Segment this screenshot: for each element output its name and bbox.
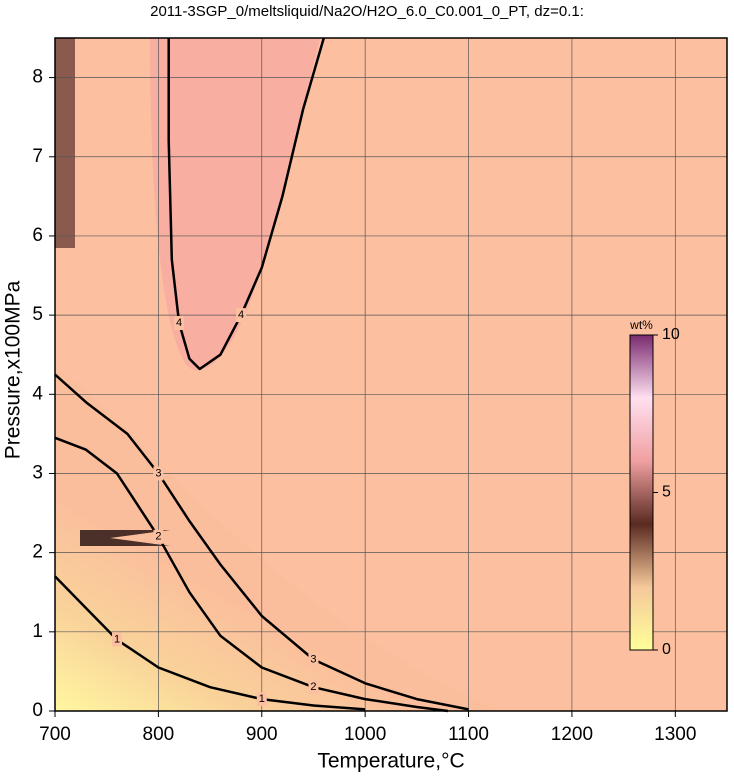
contour-label-bg [153, 529, 164, 544]
y-tick-label: 1 [32, 621, 43, 642]
x-tick-label: 1000 [344, 724, 386, 745]
contour-line [54, 575, 366, 711]
contour-label-bg [153, 466, 164, 481]
plot-frame [54, 37, 728, 712]
colorbar-tick-label: 5 [662, 484, 671, 501]
contour-label-bg [112, 632, 123, 647]
contour-label: 3 [155, 467, 161, 479]
colorbar [629, 334, 654, 651]
x-tick-label: 800 [143, 724, 175, 745]
contour-label: 4 [238, 309, 244, 321]
x-tick-label: 1200 [551, 724, 593, 745]
y-tick-label: 5 [32, 304, 43, 325]
contour-label-bg [236, 308, 247, 323]
x-axis-label: Temperature,°C [317, 750, 464, 773]
y-tick-label: 4 [32, 383, 43, 404]
contour-label-bg [174, 316, 185, 331]
low-region [55, 368, 500, 711]
contour-label-bg [308, 680, 319, 695]
x-tick-label: 1300 [654, 724, 696, 745]
contour-label: 4 [176, 317, 182, 329]
y-tick-label: 0 [32, 700, 43, 721]
y-tick-label: 6 [32, 225, 43, 246]
contour-label-bg [256, 692, 267, 707]
x-tick-label: 1100 [448, 724, 489, 745]
y-tick-label: 8 [32, 67, 43, 88]
contour-label-bg [308, 652, 319, 667]
colorbar-tick-label: 0 [662, 641, 671, 658]
y-axis-label: Pressure,x100MPa [2, 280, 25, 459]
contour-label: 1 [114, 634, 120, 646]
contour-line [54, 373, 469, 711]
contour-label: 2 [155, 531, 161, 543]
y-tick-label: 3 [32, 462, 43, 483]
x-tick-label: 700 [39, 724, 71, 745]
high-region [150, 38, 320, 371]
contour-line [167, 37, 326, 371]
x-tick-label: 900 [246, 724, 278, 745]
colorbar-tick-label: 10 [662, 326, 680, 343]
contour-label: 3 [310, 653, 316, 665]
contour-line [54, 436, 449, 713]
contour-label: 2 [310, 681, 316, 693]
chart-title: 2011-3SGP_0/meltsliquid/Na2O/H2O_6.0_C0.… [150, 3, 584, 20]
colorbar-label: wt% [629, 318, 653, 332]
edge-band [55, 38, 75, 248]
y-tick-label: 2 [32, 542, 43, 563]
contour-label: 1 [259, 693, 265, 705]
y-tick-label: 7 [32, 146, 43, 167]
dark-tongue [80, 530, 170, 546]
